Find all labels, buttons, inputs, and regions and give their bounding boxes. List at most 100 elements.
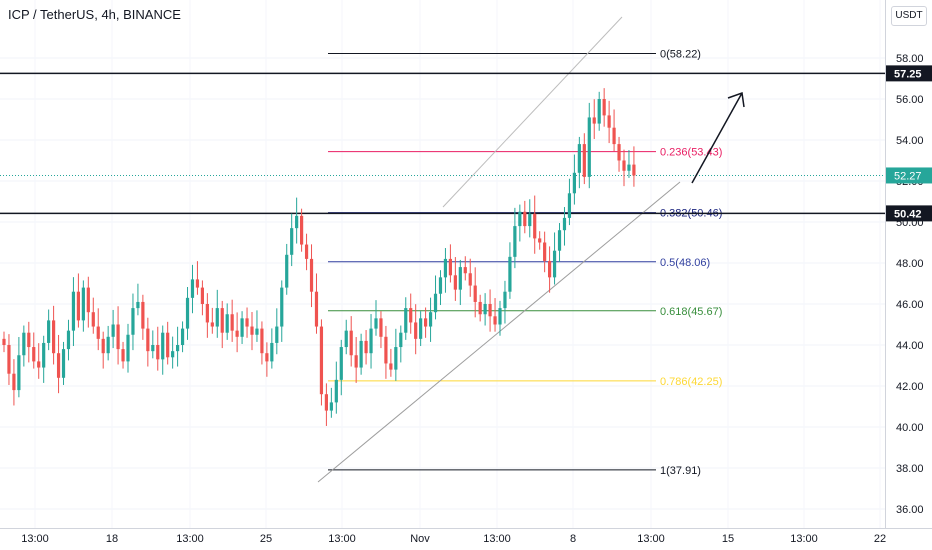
candle-body	[76, 291, 80, 321]
candle-body	[567, 193, 572, 218]
x-tick-label: Nov	[410, 533, 430, 545]
last-price-tag-box	[886, 167, 932, 184]
candle-body	[488, 304, 492, 317]
candle-body	[632, 164, 636, 176]
candle-body	[245, 318, 249, 327]
candle-body	[572, 172, 576, 194]
candle-body	[195, 279, 200, 288]
candle-body	[220, 308, 224, 333]
candle-body	[2, 338, 6, 345]
price-axis[interactable]: 36.0038.0040.0042.0044.0046.0048.0050.00…	[885, 0, 932, 550]
candle-body	[384, 336, 388, 364]
candle-body	[200, 287, 204, 304]
candle-body	[47, 320, 51, 343]
time-axis[interactable]: 13:00 18 13:00 25 13:00 Nov 13:00 8 13:00 15 13:00…	[0, 528, 932, 546]
y-tick-label: 40.00	[896, 422, 924, 434]
candle-body	[538, 238, 542, 243]
candle-body	[12, 373, 16, 391]
y-tick-label: 44.00	[896, 340, 924, 352]
candle-body	[334, 379, 338, 403]
fib-level-label: 0.236(53.43)	[660, 147, 722, 159]
grid	[0, 0, 885, 528]
candle-body	[329, 402, 333, 411]
candle-body	[428, 312, 433, 327]
candle-body	[587, 117, 591, 177]
candle-body	[22, 332, 26, 356]
candle-body	[96, 326, 100, 339]
x-tick-label: 8	[570, 533, 576, 545]
x-tick-label: 18	[106, 533, 118, 545]
ascending-channel[interactable]	[317, 16, 681, 483]
candle-body	[17, 355, 21, 391]
candle-body	[121, 349, 125, 362]
price-axis-background	[885, 0, 932, 550]
candle-body	[339, 347, 343, 380]
candle-body	[379, 318, 383, 337]
channel-upper-line[interactable]	[442, 16, 623, 208]
currency-button[interactable]: USDT	[891, 6, 927, 26]
candle-body	[250, 326, 254, 335]
candle-body	[374, 318, 378, 329]
candle-body	[280, 287, 284, 327]
x-tick-label: 22	[874, 533, 886, 545]
projection-arrow[interactable]	[691, 91, 745, 184]
candle-body	[483, 304, 487, 315]
y-tick-label: 54.00	[896, 135, 924, 147]
price-tag-box	[886, 65, 932, 82]
fib-level-label: 0.618(45.67)	[660, 306, 722, 318]
candle-body	[622, 160, 626, 171]
x-tick-label: 15	[722, 533, 734, 545]
candle-body	[369, 328, 373, 354]
candle-body	[106, 336, 110, 354]
candle-body	[399, 332, 403, 348]
candle-body	[582, 144, 586, 177]
candle-body	[91, 312, 95, 327]
candle-body	[240, 318, 244, 337]
candle-body	[597, 99, 601, 124]
candle-body	[548, 260, 552, 278]
candle-body	[364, 340, 368, 354]
horizontal-lines[interactable]	[0, 72, 885, 215]
candle-body	[210, 322, 214, 327]
candle-body	[438, 277, 443, 294]
candle-body	[309, 258, 314, 292]
channel-lower-line[interactable]	[317, 181, 681, 483]
candle-body	[577, 144, 581, 173]
candle-body	[543, 242, 547, 261]
candle-body	[468, 273, 472, 286]
candle-body	[81, 287, 85, 321]
candle-body	[136, 301, 140, 309]
candle-body	[166, 332, 170, 358]
fib-level-label: 0(58.22)	[660, 48, 701, 60]
candle-body	[314, 291, 319, 327]
candle-body	[171, 351, 175, 358]
candle-body	[285, 254, 289, 288]
candle-body	[453, 275, 457, 290]
candle-body	[478, 301, 482, 315]
candle-body	[503, 291, 507, 309]
candle-body	[265, 353, 269, 362]
candle-body	[419, 318, 423, 339]
x-tick-label: 13:00	[328, 533, 356, 545]
candle-body	[176, 345, 180, 352]
arrow-line[interactable]	[691, 92, 743, 184]
candle-body	[354, 355, 358, 368]
candle-body	[463, 267, 467, 274]
candles	[2, 88, 636, 426]
candle-body	[493, 316, 497, 325]
candle-body	[151, 345, 155, 352]
candle-body	[498, 308, 502, 325]
candle-body	[414, 322, 418, 339]
candle-body	[61, 349, 66, 378]
candle-body	[304, 244, 309, 259]
candle-body	[116, 324, 120, 350]
candle-body	[161, 332, 165, 360]
candle-body	[270, 342, 274, 362]
candle-body	[433, 293, 438, 313]
candle-body	[295, 215, 299, 229]
candle-body	[190, 279, 195, 298]
candle-body	[126, 334, 130, 362]
candle-body	[518, 211, 522, 227]
candle-body	[131, 308, 135, 335]
